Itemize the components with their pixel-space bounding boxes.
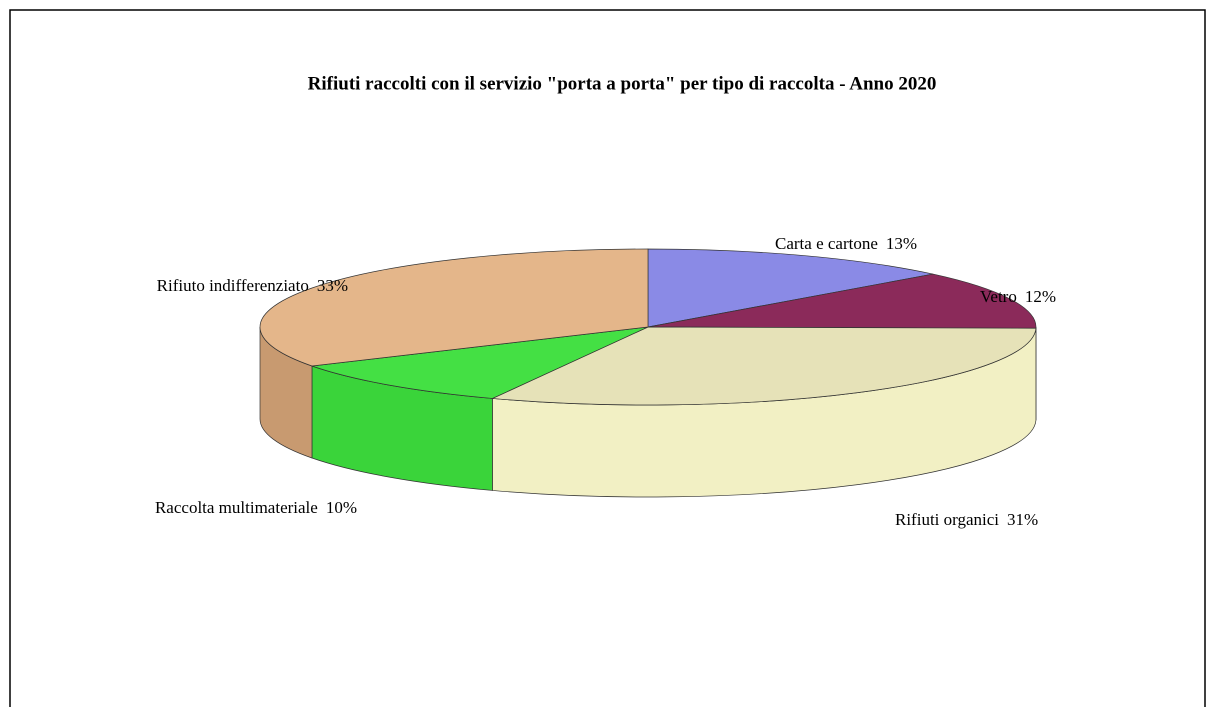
slice-category: Rifiuti organici [895, 510, 999, 529]
chart-title: Rifiuti raccolti con il servizio "porta … [308, 73, 937, 94]
slice-value-label: 12% [1025, 287, 1056, 306]
slice-category: Vetro [980, 287, 1017, 306]
slice-category: Carta e cartone [775, 234, 878, 253]
pie-slice [311, 326, 649, 399]
slice-label: Rifiuto indifferenziato 33% [157, 276, 348, 295]
pie-slice [491, 326, 1037, 406]
pie-sides [259, 326, 1037, 498]
slice-label: Raccolta multimateriale 10% [155, 498, 357, 517]
slice-label: Rifiuti organici 31% [895, 510, 1038, 529]
pie-labels: Carta e cartone 13% Vetro 12% Rifiuti organi… [155, 234, 1056, 529]
slice-category: Rifiuto indifferenziato [157, 276, 309, 295]
pie-slice [647, 248, 934, 328]
slice-category: Raccolta multimateriale [155, 498, 318, 517]
slice-value-label: 33% [317, 276, 348, 295]
pie-slice [647, 273, 1037, 329]
pie-tops [259, 248, 1037, 406]
slice-value-label: 10% [326, 498, 357, 517]
pie-slice [259, 248, 649, 367]
chart-frame [9, 9, 1206, 707]
slice-label: Carta e cartone 13% [775, 234, 917, 253]
slice-label: Vetro 12% [980, 287, 1056, 306]
slice-value-label: 31% [1007, 510, 1038, 529]
slice-value-label: 13% [886, 234, 917, 253]
